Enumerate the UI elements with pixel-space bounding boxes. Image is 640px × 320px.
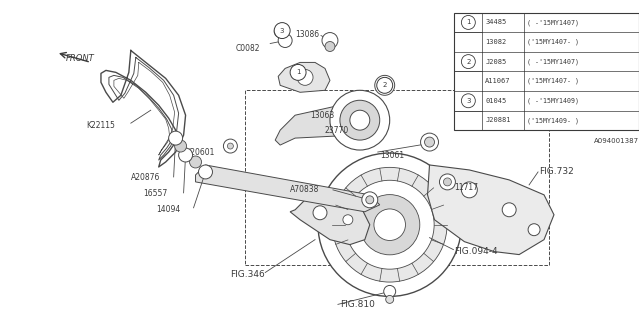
Circle shape: [345, 180, 434, 269]
Circle shape: [384, 285, 396, 297]
Text: 14094: 14094: [156, 205, 180, 214]
Circle shape: [350, 110, 370, 130]
Circle shape: [330, 90, 390, 150]
Circle shape: [332, 167, 447, 282]
Circle shape: [175, 140, 187, 152]
Circle shape: [322, 33, 338, 49]
Circle shape: [313, 206, 327, 220]
Text: FIG.094-4: FIG.094-4: [454, 247, 498, 256]
Text: FIG.732: FIG.732: [539, 167, 574, 176]
Text: 3: 3: [280, 28, 284, 34]
Circle shape: [189, 156, 202, 168]
Text: J20601: J20601: [189, 148, 215, 156]
Circle shape: [179, 148, 193, 162]
Polygon shape: [290, 190, 370, 244]
Text: ('15MY1407- ): ('15MY1407- ): [527, 78, 579, 84]
Circle shape: [440, 174, 456, 190]
Circle shape: [461, 94, 476, 108]
Polygon shape: [196, 165, 380, 212]
Text: K22115: K22115: [86, 121, 115, 130]
Text: 13061: 13061: [380, 150, 404, 160]
Circle shape: [198, 165, 212, 179]
Text: ('15MY1409- ): ('15MY1409- ): [527, 117, 579, 124]
Circle shape: [375, 76, 395, 95]
Circle shape: [290, 64, 306, 80]
Text: J20881: J20881: [485, 117, 511, 123]
Text: 1: 1: [466, 20, 470, 25]
Text: 2: 2: [383, 82, 387, 88]
Text: A20876: A20876: [131, 173, 160, 182]
Text: 2: 2: [466, 59, 470, 65]
Text: ( -'15MY1409): ( -'15MY1409): [527, 98, 579, 104]
Text: C0082: C0082: [236, 44, 260, 53]
Circle shape: [362, 192, 378, 208]
Text: A094001387: A094001387: [593, 138, 639, 144]
Text: 13082: 13082: [485, 39, 506, 45]
Text: 13086: 13086: [295, 30, 319, 39]
Text: A11067: A11067: [485, 78, 511, 84]
Circle shape: [528, 224, 540, 236]
Circle shape: [325, 42, 335, 52]
Circle shape: [297, 69, 313, 85]
Circle shape: [461, 15, 476, 29]
Text: 34485: 34485: [485, 20, 506, 25]
Circle shape: [379, 79, 390, 91]
Circle shape: [374, 209, 406, 241]
Text: 13063: 13063: [310, 111, 334, 120]
Text: ( -'15MY1407): ( -'15MY1407): [527, 19, 579, 26]
Text: 1: 1: [296, 69, 300, 76]
Text: FRONT: FRONT: [66, 54, 95, 63]
Circle shape: [444, 178, 451, 186]
Text: 3: 3: [466, 98, 470, 104]
Circle shape: [366, 196, 374, 204]
Text: 16557: 16557: [143, 189, 167, 198]
Circle shape: [340, 100, 380, 140]
Circle shape: [274, 26, 286, 37]
Circle shape: [360, 195, 420, 255]
Circle shape: [386, 295, 394, 303]
Polygon shape: [278, 62, 330, 92]
Circle shape: [318, 153, 461, 296]
Circle shape: [278, 34, 292, 47]
Text: ('15MY1407- ): ('15MY1407- ): [527, 39, 579, 45]
Text: 11717: 11717: [454, 183, 479, 192]
Text: FIG.810: FIG.810: [340, 300, 375, 309]
Circle shape: [343, 215, 353, 225]
Text: 23770: 23770: [325, 126, 349, 135]
Polygon shape: [428, 165, 554, 255]
Bar: [245, 90, 549, 265]
Polygon shape: [275, 105, 390, 145]
Text: ( -'15MY1407): ( -'15MY1407): [527, 58, 579, 65]
Circle shape: [502, 203, 516, 217]
Circle shape: [274, 23, 290, 38]
Text: FIG.346: FIG.346: [230, 270, 265, 279]
Circle shape: [424, 137, 435, 147]
Circle shape: [169, 131, 182, 145]
Circle shape: [223, 139, 237, 153]
Circle shape: [420, 133, 438, 151]
Circle shape: [461, 182, 477, 198]
Text: 01045: 01045: [485, 98, 506, 104]
Circle shape: [227, 143, 234, 149]
Circle shape: [461, 55, 476, 68]
Text: J2085: J2085: [485, 59, 506, 65]
Text: A70838: A70838: [290, 185, 319, 194]
Circle shape: [377, 77, 393, 93]
Bar: [454, 13, 639, 130]
